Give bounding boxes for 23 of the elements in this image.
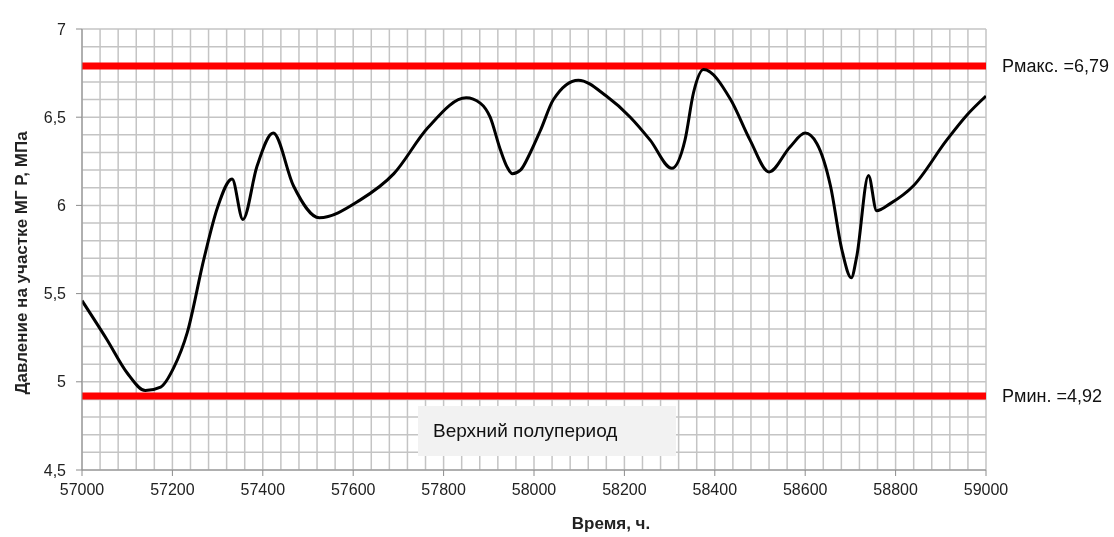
x-axis-title: Время, ч. — [571, 514, 651, 534]
y-tick-label: 6 — [57, 197, 67, 215]
y-tick-label: 5,5 — [43, 285, 67, 303]
y-tick-label: 7 — [57, 20, 67, 38]
x-tick-label: 57800 — [421, 481, 466, 499]
y-tick-label: 6,5 — [43, 108, 67, 126]
x-tick-label: 57000 — [59, 481, 105, 499]
x-tick-label: 58800 — [873, 481, 918, 499]
x-tick-label: 58400 — [692, 481, 738, 499]
annotation: Верхний полупериод — [433, 420, 618, 442]
x-tick-label: 58000 — [511, 481, 557, 499]
x-tick-label: 57400 — [240, 481, 286, 499]
y-tick-label: 5 — [57, 373, 67, 391]
ref-line-label: Рмакс. =6,79 — [1002, 56, 1110, 77]
x-tick-label: 59000 — [963, 481, 1009, 499]
x-tick-label: 57200 — [150, 481, 195, 499]
x-tick-label: 58600 — [782, 481, 828, 499]
line-series — [82, 68, 986, 393]
ref-line-label: Рмин. =4,92 — [1002, 386, 1102, 407]
x-tick-label: 57600 — [330, 481, 376, 499]
x-tick-label: 58200 — [602, 481, 647, 499]
y-tick-label: 4,5 — [43, 461, 67, 479]
y-axis-title: Давление на участке МГ Р, МПа — [12, 131, 32, 395]
